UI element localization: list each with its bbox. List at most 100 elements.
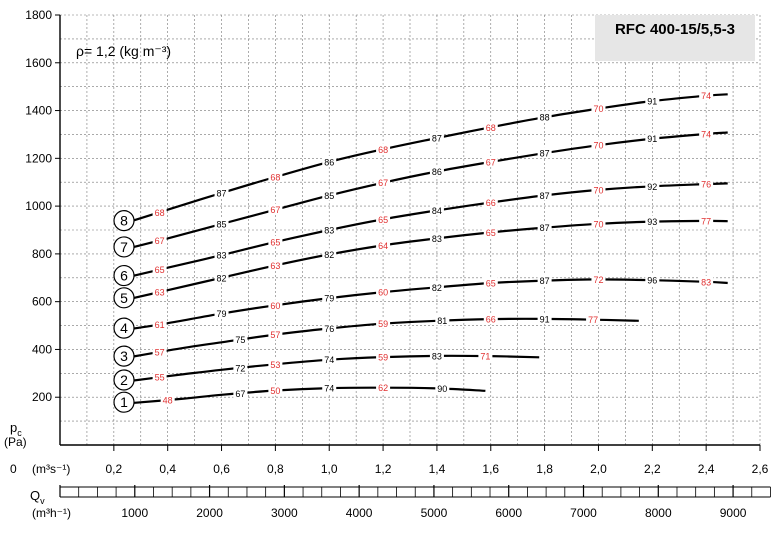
efficiency-label-bg bbox=[376, 317, 391, 329]
y-tick-label: 600 bbox=[32, 295, 52, 309]
efficiency-label-bg bbox=[483, 121, 498, 133]
x-tick-label: 1,8 bbox=[536, 462, 553, 476]
x-axis-unit-bottom: (m³h⁻¹) bbox=[32, 506, 71, 520]
efficiency-label: 71 bbox=[480, 352, 490, 362]
efficiency-label: 68 bbox=[270, 172, 280, 182]
curve-number-circle bbox=[113, 317, 135, 339]
y-tick-label: 1800 bbox=[25, 8, 52, 22]
curve-number-label: 7 bbox=[120, 239, 128, 255]
efficiency-label: 70 bbox=[593, 219, 603, 229]
efficiency-label-bg bbox=[537, 274, 552, 286]
efficiency-label: 55 bbox=[155, 373, 165, 383]
chart-title: RFC 400-15/5,5-3 bbox=[615, 21, 735, 38]
curve-number-circle bbox=[113, 264, 135, 287]
efficiency-label: 96 bbox=[647, 276, 657, 286]
efficiency-label: 67 bbox=[378, 178, 388, 188]
efficiency-label: 60 bbox=[378, 288, 388, 298]
efficiency-label-bg bbox=[152, 234, 167, 246]
efficiency-label-bg bbox=[268, 384, 283, 396]
efficiency-label: 70 bbox=[593, 104, 603, 114]
x-axis-label: Qv bbox=[30, 488, 45, 506]
efficiency-label: 66 bbox=[486, 198, 496, 208]
x-tick-label: 1,6 bbox=[482, 462, 499, 476]
efficiency-label: 83 bbox=[217, 251, 227, 261]
efficiency-label: 74 bbox=[324, 355, 334, 365]
efficiency-label-bg bbox=[483, 155, 498, 167]
efficiency-label-bg bbox=[537, 147, 552, 159]
efficiency-label: 67 bbox=[235, 389, 245, 399]
density-label: ρ= 1,2 (kg m⁻³) bbox=[76, 43, 171, 59]
efficiency-label-bg bbox=[152, 286, 167, 298]
efficiency-label: 74 bbox=[324, 384, 334, 394]
efficiency-label: 92 bbox=[647, 182, 657, 192]
x2-tick-label: 4000 bbox=[346, 506, 373, 520]
efficiency-label-bg bbox=[429, 281, 444, 293]
efficiency-label: 68 bbox=[378, 145, 388, 155]
axes-layer: 200 400 600 800 1000 1200 1400 1600 1800 0,2 0,4 0,… bbox=[25, 8, 771, 520]
x-axis-unit-top: (m³s⁻¹) bbox=[32, 462, 70, 476]
x-tick-label: 1,2 bbox=[375, 462, 392, 476]
efficiency-label: 65 bbox=[155, 265, 165, 275]
efficiency-label: 85 bbox=[217, 220, 227, 230]
x2-tick-label: 2000 bbox=[196, 506, 223, 520]
efficiency-label-bg bbox=[483, 313, 498, 325]
efficiency-label: 66 bbox=[486, 315, 496, 325]
efficiency-label: 76 bbox=[701, 180, 711, 190]
efficiency-label: 72 bbox=[235, 363, 245, 373]
efficiency-label-bg bbox=[268, 170, 283, 182]
curve-number-label: 6 bbox=[120, 268, 128, 284]
curve-number-circle bbox=[113, 369, 135, 391]
efficiency-label: 59 bbox=[378, 319, 388, 329]
efficiency-label: 64 bbox=[378, 241, 388, 251]
efficiency-label: 87 bbox=[540, 149, 550, 159]
efficiency-label-bg bbox=[322, 353, 337, 365]
efficiency-label: 93 bbox=[647, 217, 657, 227]
efficiency-label-bg bbox=[699, 214, 714, 226]
efficiency-label: 88 bbox=[540, 113, 550, 123]
efficiency-label: 68 bbox=[486, 123, 496, 133]
efficiency-label-bg bbox=[537, 111, 552, 123]
efficiency-label: 68 bbox=[155, 208, 165, 218]
efficiency-label-bg bbox=[537, 221, 552, 233]
title-box bbox=[595, 15, 755, 61]
efficiency-label-bg bbox=[268, 358, 283, 370]
efficiency-label: 87 bbox=[432, 134, 442, 144]
efficiency-label: 67 bbox=[155, 236, 165, 246]
x2-tick-label: 8000 bbox=[645, 506, 672, 520]
curve-8 bbox=[129, 93, 728, 223]
efficiency-label-bg bbox=[376, 176, 391, 188]
efficiency-label: 65 bbox=[378, 215, 388, 225]
efficiency-label-bg bbox=[435, 314, 450, 326]
efficiency-label-bg bbox=[591, 273, 606, 285]
efficiency-label-bg bbox=[483, 196, 498, 208]
efficiency-label-bg bbox=[152, 345, 167, 357]
efficiency-label-bg bbox=[537, 189, 552, 201]
efficiency-label: 82 bbox=[217, 273, 227, 283]
efficiency-label: 62 bbox=[378, 383, 388, 393]
efficiency-label-bg bbox=[214, 218, 229, 230]
x2-tick-label: 9000 bbox=[720, 506, 747, 520]
y-tick-label: 200 bbox=[32, 390, 52, 404]
efficiency-label-bg bbox=[233, 333, 248, 345]
curve-number-label: 4 bbox=[120, 320, 128, 336]
efficiency-label: 83 bbox=[432, 234, 442, 244]
y-axis-unit: (Pa) bbox=[4, 435, 27, 449]
efficiency-label: 57 bbox=[155, 347, 165, 357]
efficiency-label: 63 bbox=[270, 261, 280, 271]
efficiency-label: 70 bbox=[593, 141, 603, 151]
efficiency-label-bg bbox=[214, 186, 229, 198]
efficiency-label: 57 bbox=[270, 330, 280, 340]
efficiency-label-bg bbox=[645, 274, 660, 286]
efficiency-label: 76 bbox=[324, 324, 334, 334]
efficiency-label-bg bbox=[478, 350, 493, 362]
x-tick-label: 2,2 bbox=[644, 462, 661, 476]
x2-tick-label: 7000 bbox=[570, 506, 597, 520]
efficiency-label-bg bbox=[591, 102, 606, 114]
efficiency-label-bg bbox=[699, 275, 714, 287]
efficiency-label-bg bbox=[268, 259, 283, 271]
efficiency-label: 63 bbox=[155, 288, 165, 298]
curve-number-circle bbox=[113, 236, 135, 258]
x2-tick-label: 3000 bbox=[271, 506, 298, 520]
efficiency-label: 91 bbox=[540, 314, 550, 324]
curve-number-circle bbox=[113, 210, 135, 232]
